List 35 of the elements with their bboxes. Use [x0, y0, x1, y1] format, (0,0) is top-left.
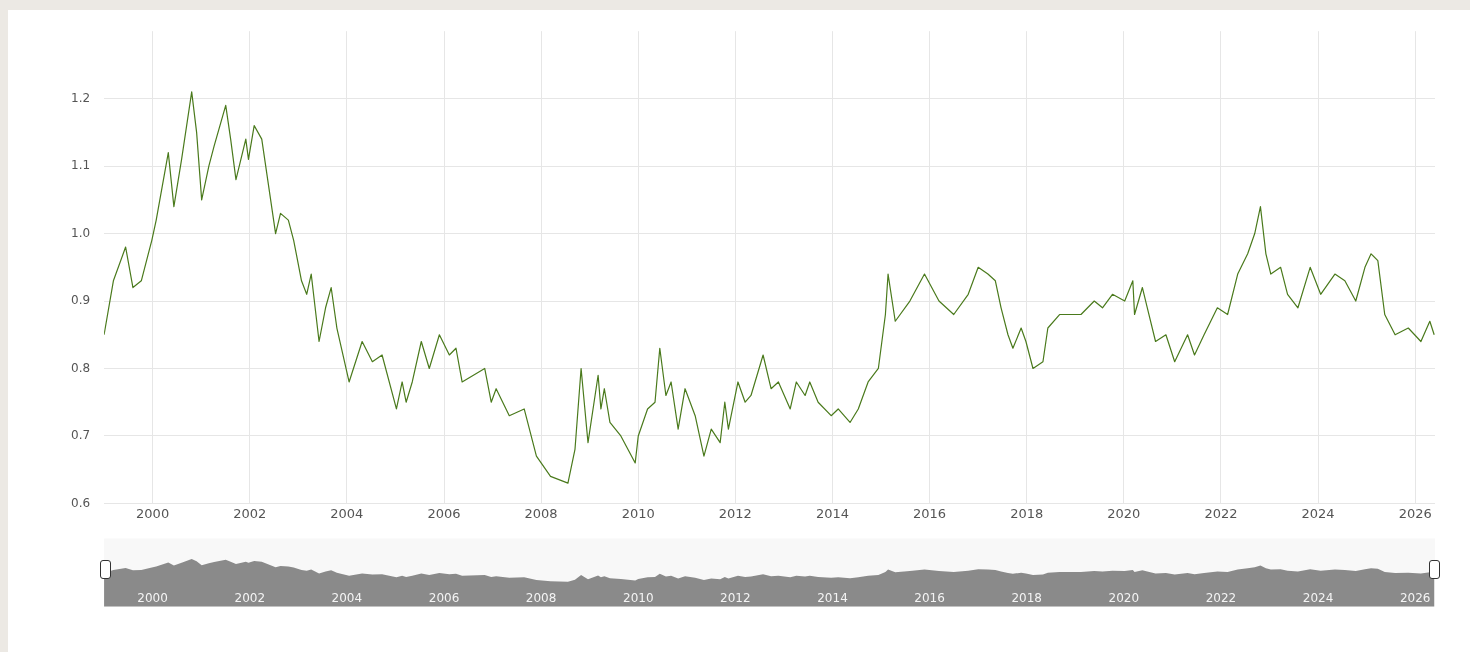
x-tick-label: 2008 — [525, 590, 557, 605]
x-tick-label: 2014 — [817, 590, 848, 605]
text: 2014 — [815, 505, 850, 521]
text: 2016 — [912, 505, 947, 521]
x-tick-label: 2026 — [1399, 590, 1431, 605]
text: 2006 — [427, 505, 461, 521]
text: 2026 — [1398, 505, 1432, 521]
y-tick-label: 1.2 — [70, 90, 91, 105]
x-tick-label: 2002 — [234, 590, 266, 605]
x-tick-label: 2024 — [1302, 590, 1334, 605]
text: 2004 — [330, 505, 364, 521]
y-tick-label: 0.7 — [70, 428, 91, 443]
x-tick-label: 2006 — [428, 590, 460, 605]
text: 2020 — [1107, 505, 1141, 521]
x-tick-label: 2012 — [720, 590, 751, 605]
text: 2000 — [136, 505, 170, 521]
text: 2024 — [1301, 505, 1335, 521]
text: 2012 — [718, 505, 752, 521]
text: 2002 — [233, 505, 267, 521]
x-tick-label: 2004 — [331, 590, 363, 605]
x-tick-label: 2010 — [622, 590, 654, 605]
x-tick-label: 2022 — [1205, 590, 1237, 605]
x-tick-label: 2018 — [1011, 590, 1042, 605]
y-tick-label: 0.9 — [70, 293, 91, 308]
text: 2022 — [1204, 505, 1238, 521]
x-tick-label: 2016 — [914, 590, 945, 605]
y-tick-label: 0.6 — [70, 495, 91, 510]
x-tick-label: 2000 — [137, 590, 168, 605]
x-tick-label: 2020 — [1108, 590, 1140, 605]
y-tick-label: 1.1 — [70, 158, 91, 173]
y-tick-label: 0.8 — [70, 360, 91, 375]
text: 2008 — [524, 505, 558, 521]
y-tick-label: 1.0 — [70, 225, 91, 240]
text: 2010 — [621, 505, 655, 521]
text: 2018 — [1010, 505, 1044, 521]
